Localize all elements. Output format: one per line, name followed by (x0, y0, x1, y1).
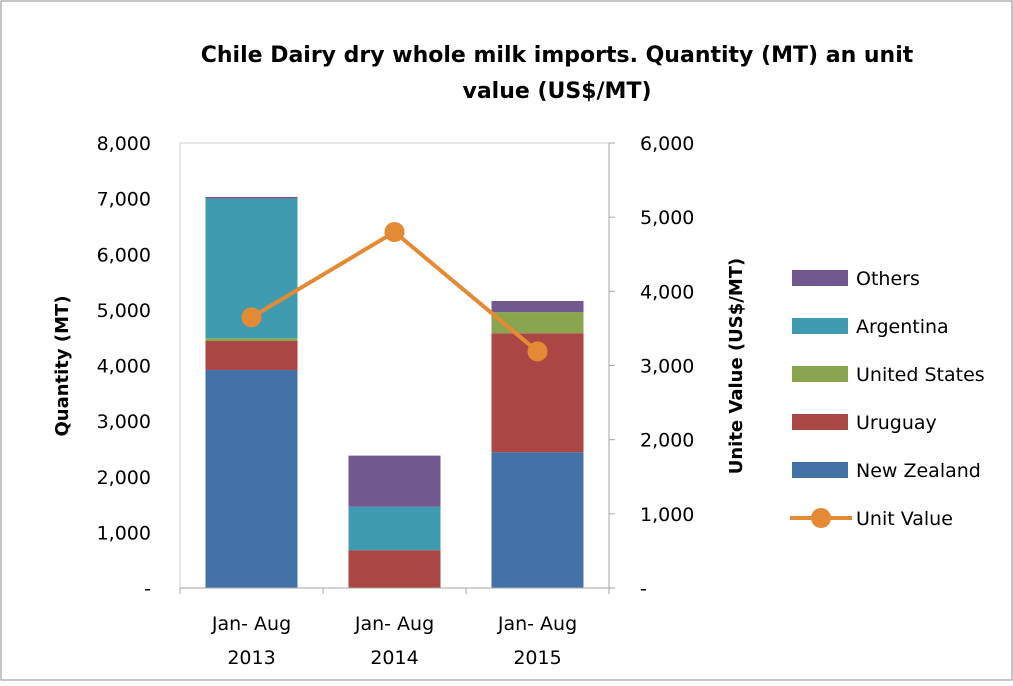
left-tick-label: 4,000 (97, 356, 151, 378)
x-category-label: Jan- Aug (497, 613, 577, 635)
left-tick-label: 6,000 (97, 244, 151, 266)
left-tick-label: 3,000 (97, 411, 151, 433)
legend-label: New Zealand (856, 460, 981, 482)
bar-segment (348, 455, 441, 507)
right-tick-label: 3,000 (640, 356, 694, 378)
chart-title-line2: value (US$/MT) (462, 79, 651, 104)
left-tick-label: 1,000 (97, 522, 151, 544)
legend-label: Unit Value (856, 508, 953, 530)
right-y-axis: - 1,000 2,000 3,000 4,000 5,000 6,000 (608, 133, 694, 600)
bar-segment (491, 312, 584, 334)
right-tick-label: 4,000 (640, 281, 694, 303)
right-tick-label: 1,000 (640, 504, 694, 526)
unit-value-point (527, 341, 548, 362)
legend-label: Argentina (856, 316, 949, 338)
bar-segment (491, 300, 584, 313)
left-tick-label: 8,000 (97, 133, 151, 155)
bar-segment (348, 550, 441, 588)
unit-value-point (241, 307, 262, 328)
right-tick-label: 6,000 (640, 133, 694, 155)
right-axis-title: Unite Value (US$/MT) (726, 258, 747, 475)
left-tick-label: - (144, 578, 151, 600)
legend: Others Argentina United States Uruguay New Z… (790, 268, 985, 530)
legend-label: Uruguay (856, 412, 937, 434)
legend-swatch (792, 270, 848, 286)
left-y-axis: - 1,000 2,000 3,000 4,000 5,000 6,000 7,000 8,00… (97, 133, 151, 600)
right-tick-label: 2,000 (640, 430, 694, 452)
right-tick-label: - (640, 578, 647, 600)
x-category-label: Jan- Aug (211, 613, 291, 635)
bar-segment (205, 338, 298, 342)
x-category-label: 2015 (513, 647, 561, 669)
legend-marker-swatch (811, 508, 831, 528)
x-category-label: Jan- Aug (354, 613, 434, 635)
unit-value-line (241, 222, 548, 362)
legend-label: Others (856, 268, 920, 290)
legend-swatch (792, 414, 848, 430)
unit-value-point (384, 222, 405, 242)
left-axis-title: Quantity (MT) (52, 295, 73, 436)
left-tick-label: 2,000 (97, 467, 151, 489)
left-tick-label: 5,000 (97, 300, 151, 322)
chart-title-line1: Chile Dairy dry whole milk imports. Quan… (201, 43, 914, 68)
legend-label: United States (856, 364, 985, 386)
legend-swatch (792, 366, 848, 382)
x-category-label: 2014 (370, 647, 418, 669)
bar-segment (205, 369, 298, 588)
bar-segment (205, 196, 298, 199)
x-axis: Jan- Aug 2013 Jan- Aug 2014 Jan- Aug 2015 (179, 587, 610, 669)
legend-swatch (792, 462, 848, 478)
x-category-label: 2013 (227, 647, 275, 669)
bar-segment (348, 506, 441, 551)
right-tick-label: 5,000 (640, 207, 694, 229)
legend-swatch (792, 318, 848, 334)
left-tick-label: 7,000 (97, 189, 151, 211)
bar-segment (205, 341, 298, 370)
bar-segment (491, 452, 584, 588)
